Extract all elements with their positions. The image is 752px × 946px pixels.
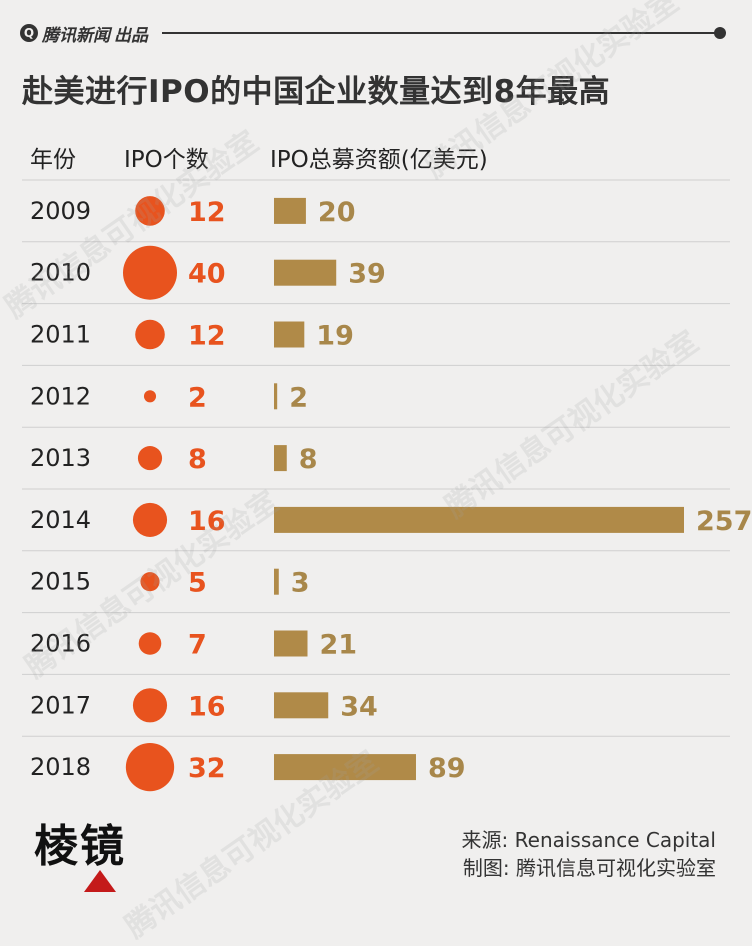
ipo-count-label: 2 bbox=[188, 382, 207, 413]
chart-title: 赴美进行IPO的中国企业数量达到8年最高 bbox=[22, 74, 611, 110]
header-rule bbox=[162, 32, 718, 34]
ipo-amount-label: 21 bbox=[320, 630, 358, 661]
ipo-count-label: 12 bbox=[188, 321, 226, 352]
ipo-count-circle bbox=[132, 502, 168, 537]
ipo-amount-label: 3 bbox=[291, 568, 310, 599]
year-label: 2010 bbox=[30, 259, 91, 287]
ipo-amount-label: 2 bbox=[289, 382, 308, 413]
year-label: 2014 bbox=[30, 506, 91, 534]
ipo-count-label: 40 bbox=[188, 259, 226, 290]
ipo-amount-label: 89 bbox=[428, 753, 466, 784]
ipo-amount-bar bbox=[274, 445, 287, 472]
tencent-news-logo-icon: Q bbox=[20, 24, 38, 42]
ipo-amount-bar bbox=[274, 692, 329, 719]
header-ipo-amount: IPO总募资额(亿美元) bbox=[270, 147, 488, 173]
ipo-count-label: 16 bbox=[188, 506, 226, 537]
year-label: 2012 bbox=[30, 382, 91, 410]
header-year: 年份 bbox=[30, 147, 76, 173]
brand: Q 腾讯新闻 出品 bbox=[20, 20, 148, 46]
ipo-amount-bar bbox=[274, 197, 306, 224]
ipo-count-label: 8 bbox=[188, 444, 207, 475]
ipo-count-circle bbox=[137, 446, 163, 471]
ipo-amount-label: 34 bbox=[340, 691, 378, 722]
ipo-amount-bar bbox=[274, 568, 279, 595]
year-label: 2016 bbox=[30, 630, 91, 658]
lengjing-logo-text: 棱镜 bbox=[34, 821, 126, 872]
ipo-count-label: 12 bbox=[188, 197, 226, 228]
ipo-amount-label: 8 bbox=[299, 444, 318, 475]
ipo-count-circle bbox=[123, 245, 177, 300]
header-rule-dot bbox=[714, 27, 726, 39]
ipo-count-circle bbox=[135, 319, 165, 350]
header-ipo-count: IPO个数 bbox=[124, 147, 209, 173]
ipo-amount-label: 39 bbox=[348, 259, 386, 290]
ipo-count-circle bbox=[125, 742, 175, 792]
ipo-count-label: 32 bbox=[188, 753, 226, 784]
ipo-count-label: 16 bbox=[188, 691, 226, 722]
year-label: 2015 bbox=[30, 568, 91, 596]
ipo-count-circle bbox=[135, 196, 165, 226]
ipo-count-circle bbox=[132, 688, 168, 723]
ipo-count-circle bbox=[138, 632, 162, 655]
year-label: 2011 bbox=[30, 321, 91, 349]
year-label: 2018 bbox=[30, 753, 91, 781]
ipo-count-circle bbox=[143, 390, 157, 403]
ipo-amount-bar bbox=[274, 506, 684, 533]
year-label: 2017 bbox=[30, 691, 91, 719]
prism-triangle-icon bbox=[84, 870, 116, 892]
maker-text: 制图: 腾讯信息可视化实验室 bbox=[462, 856, 716, 880]
ipo-amount-label: 257 bbox=[696, 506, 752, 537]
source-block: 来源: Renaissance Capital 制图: 腾讯信息可视化实验室 bbox=[462, 826, 716, 882]
brand-tag: 出品 bbox=[114, 25, 148, 46]
ipo-amount-label: 19 bbox=[316, 321, 354, 352]
ipo-count-label: 5 bbox=[188, 568, 207, 599]
chart-plot: 2009 12 20 2010 40 39 2011 12 19 2012 2 2 2013 8 8 2014… bbox=[22, 179, 752, 792]
source-text: 来源: Renaissance Capital bbox=[461, 828, 716, 852]
brand-name: 腾讯新闻 bbox=[42, 25, 110, 46]
ipo-amount-label: 20 bbox=[318, 197, 356, 228]
lengjing-logo: 棱镜 bbox=[34, 820, 154, 894]
ipo-amount-bar bbox=[274, 754, 416, 781]
ipo-amount-bar bbox=[274, 630, 308, 657]
ipo-count-circle bbox=[140, 572, 160, 592]
ipo-amount-bar bbox=[274, 383, 278, 410]
year-label: 2009 bbox=[30, 197, 91, 225]
ipo-amount-bar bbox=[274, 259, 337, 286]
ipo-count-label: 7 bbox=[188, 630, 207, 661]
year-label: 2013 bbox=[30, 444, 91, 472]
ipo-amount-bar bbox=[274, 321, 305, 348]
